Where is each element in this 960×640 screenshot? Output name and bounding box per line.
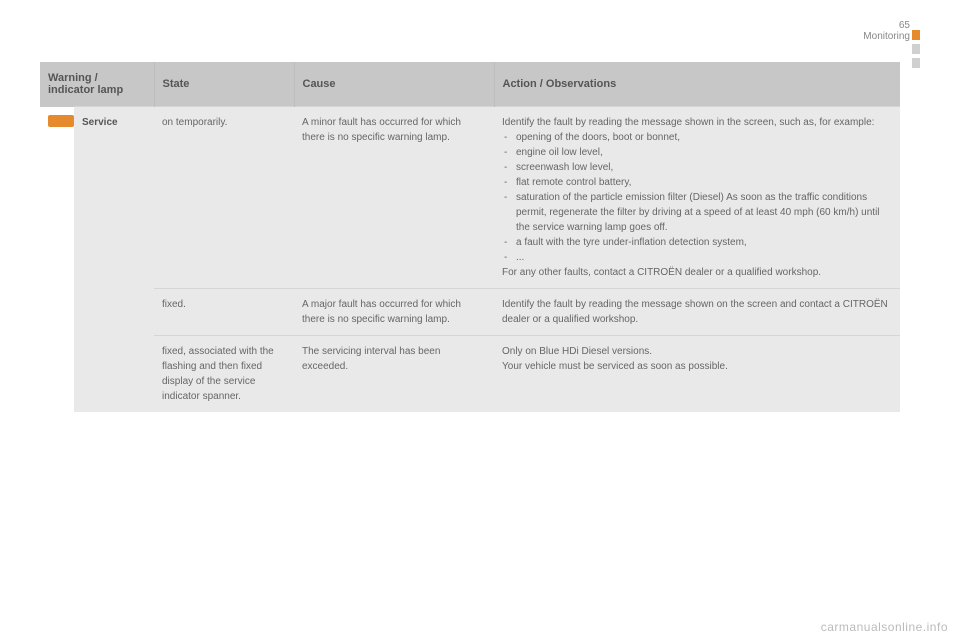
action-item: screenwash low level, (502, 160, 892, 175)
warning-lamp-table: Warning / indicator lamp State Cause Act… (40, 62, 900, 412)
table-row: Service on temporarily. A minor fault ha… (40, 107, 900, 289)
action-item: engine oil low level, (502, 145, 892, 160)
table-row: fixed, associated with the flashing and … (40, 336, 900, 413)
action-item: ... (502, 250, 892, 265)
table-row: fixed. A major fault has occurred for wh… (40, 289, 900, 336)
page: 65 Monitoring Warning / indicator lamp S… (40, 20, 920, 620)
col-header-state: State (154, 62, 294, 107)
tab-marker-active (912, 30, 920, 40)
col-header-cause: Cause (294, 62, 494, 107)
action-item: flat remote control battery, (502, 175, 892, 190)
state-cell: fixed. (154, 289, 294, 336)
tab-marker (912, 58, 920, 68)
page-header: 65 Monitoring (40, 20, 920, 42)
action-intro: Identify the fault by reading the messag… (502, 117, 874, 128)
state-cell: on temporarily. (154, 107, 294, 289)
action-item: opening of the doors, boot or bonnet, (502, 130, 892, 145)
action-cell: Identify the fault by reading the messag… (494, 289, 900, 336)
lamp-icon-cell (40, 107, 74, 413)
tab-marker (912, 44, 920, 54)
col-header-lamp: Warning / indicator lamp (40, 62, 154, 107)
section-title: Monitoring (40, 31, 910, 42)
action-cell: Only on Blue HDi Diesel versions. Your v… (494, 336, 900, 413)
cause-cell: The servicing interval has been exceeded… (294, 336, 494, 413)
state-cell: fixed, associated with the flashing and … (154, 336, 294, 413)
action-outro: For any other faults, contact a CITROËN … (502, 267, 821, 278)
cause-cell: A major fault has occurred for which the… (294, 289, 494, 336)
service-lamp-icon (48, 115, 74, 127)
col-header-action: Action / Observations (494, 62, 900, 107)
side-tab-markers (912, 30, 920, 72)
watermark: carmanualsonline.info (821, 620, 948, 634)
action-item: a fault with the tyre under-inflation de… (502, 235, 892, 250)
action-item: saturation of the particle emission filt… (502, 190, 892, 235)
table-header-row: Warning / indicator lamp State Cause Act… (40, 62, 900, 107)
action-cell: Identify the fault by reading the messag… (494, 107, 900, 289)
lamp-name: Service (74, 107, 154, 413)
action-list: opening of the doors, boot or bonnet, en… (502, 130, 892, 265)
cause-cell: A minor fault has occurred for which the… (294, 107, 494, 289)
page-number: 65 (40, 20, 910, 31)
